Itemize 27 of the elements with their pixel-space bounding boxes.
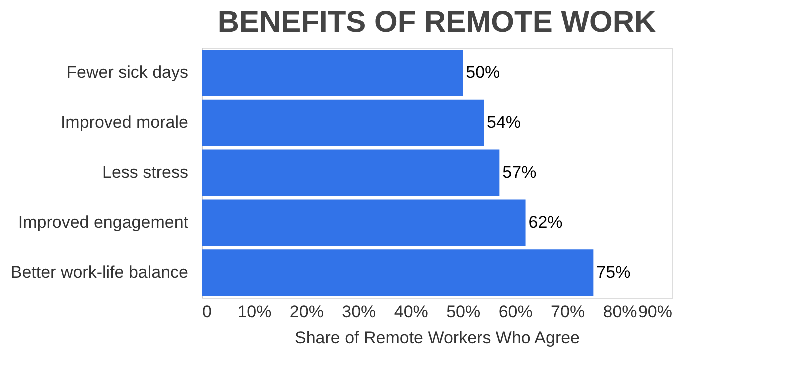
bar	[202, 100, 484, 146]
x-tick-label: 30%	[342, 302, 376, 322]
y-tick-label: Improved morale	[60, 113, 188, 132]
x-tick-label: 20%	[290, 302, 324, 322]
data-label: 62%	[528, 212, 563, 232]
y-tick-label: Fewer sick days	[66, 63, 188, 82]
x-tick-label: 80%	[603, 302, 638, 322]
y-tick-label: Less stress	[102, 163, 188, 182]
bar	[202, 250, 594, 296]
x-tick-label: 60%	[498, 302, 533, 322]
x-tick-label: 40%	[394, 302, 428, 322]
data-label: 50%	[466, 63, 500, 82]
x-tick-label: 10%	[238, 302, 272, 322]
bar	[202, 200, 526, 246]
x-tick-label: 70%	[551, 302, 586, 322]
x-tick-label: 90%	[638, 302, 672, 322]
data-label: 75%	[596, 262, 631, 282]
y-tick-label: Improved engagement	[18, 212, 189, 232]
x-axis-title: Share of Remote Workers Who Agree	[294, 328, 580, 348]
bar	[202, 150, 500, 196]
x-tick-label: 50%	[446, 302, 481, 322]
data-label: 54%	[487, 113, 522, 132]
y-tick-label: Better work-life balance	[10, 262, 188, 282]
chart-title: BENEFITS OF REMOTE WORK	[218, 6, 656, 39]
bar	[202, 50, 464, 96]
x-tick-label: 0	[202, 302, 212, 322]
data-label: 57%	[502, 163, 537, 182]
